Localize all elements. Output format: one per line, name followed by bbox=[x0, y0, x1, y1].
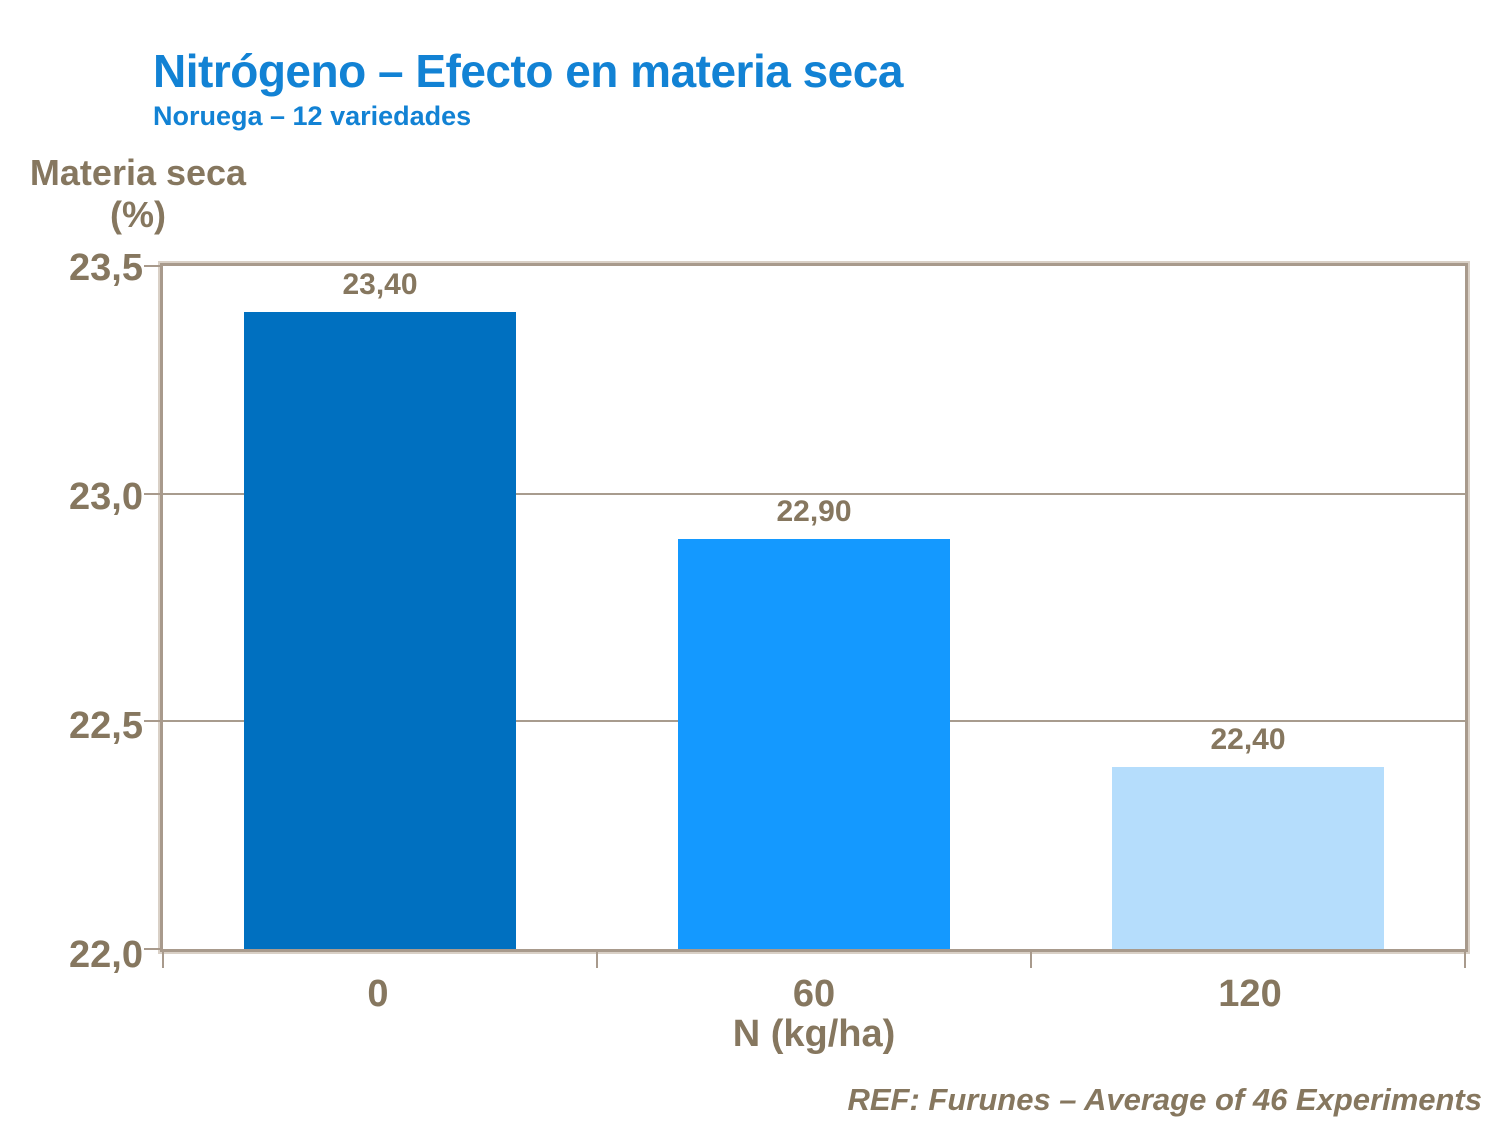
x-tick-2 bbox=[1030, 952, 1032, 968]
y-tick-label-23-5: 23,5 bbox=[69, 247, 143, 289]
chart-title: Nitrógeno – Efecto en materia seca bbox=[153, 45, 903, 97]
bar-group-n0: 23,40 bbox=[163, 266, 597, 949]
x-tick-label-0: 0 bbox=[367, 973, 389, 1015]
y-axis-title-line2: (%) bbox=[110, 194, 166, 235]
x-tick-left bbox=[162, 952, 164, 968]
y-tick-label-22-5: 22,5 bbox=[69, 705, 143, 747]
x-tick-labels: 0 60 120 bbox=[160, 972, 1468, 1016]
x-axis-title: N (kg/ha) bbox=[732, 1013, 896, 1055]
x-tick-label-60: 60 bbox=[792, 973, 836, 1015]
bar-series: 23,40 22,90 22,40 bbox=[163, 266, 1465, 949]
chart-subtitle: Noruega – 12 variedades bbox=[153, 101, 472, 131]
y-axis-title: Materia seca (%) bbox=[18, 152, 258, 236]
bar-group-n60: 22,90 bbox=[597, 266, 1031, 949]
bar-value-label-n60: 22,90 bbox=[776, 495, 852, 529]
bar-n60: 22,90 bbox=[678, 495, 950, 949]
y-tick-label-23-0: 23,0 bbox=[69, 476, 143, 518]
y-axis-title-line1: Materia seca bbox=[29, 152, 247, 193]
bar-value-label-n0: 23,40 bbox=[342, 267, 418, 301]
bar-value-label-n120: 22,40 bbox=[1210, 722, 1286, 756]
plot-area: 23,40 22,90 22,40 bbox=[144, 261, 1470, 968]
bar-group-n120: 22,40 bbox=[1031, 266, 1465, 949]
bar-n120: 22,40 bbox=[1112, 723, 1384, 949]
gridline-23-0 bbox=[163, 492, 1465, 495]
y-tick-23-5 bbox=[144, 265, 160, 267]
y-tick-22-5 bbox=[144, 720, 160, 723]
x-tick-1 bbox=[595, 952, 598, 968]
reference-note: REF: Furunes – Average of 46 Experiments bbox=[847, 1082, 1482, 1117]
y-tick-23-0 bbox=[144, 492, 160, 495]
x-tick-label-120: 120 bbox=[1218, 973, 1282, 1015]
bar-n0: 23,40 bbox=[244, 268, 516, 949]
x-tick-right bbox=[1464, 952, 1466, 968]
y-tick-22-0 bbox=[144, 948, 160, 950]
y-tick-label-22-0: 22,0 bbox=[69, 934, 143, 976]
